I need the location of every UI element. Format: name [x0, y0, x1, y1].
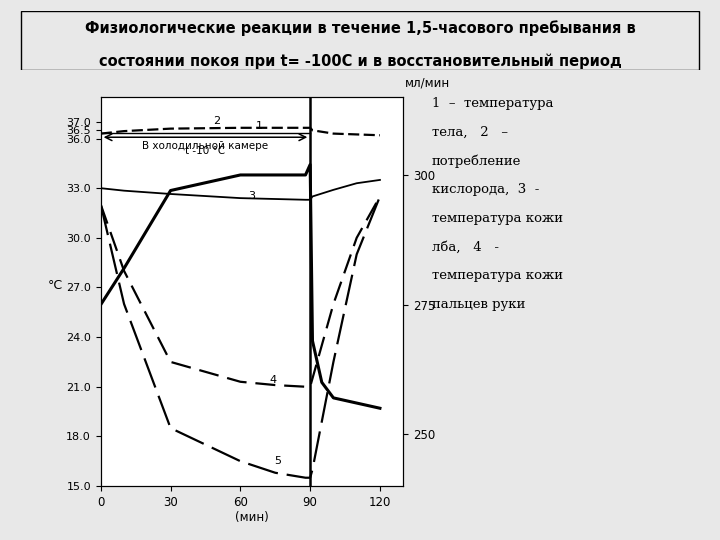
Text: 1  –  температура: 1 – температура [432, 97, 554, 110]
Text: лба,   4   -: лба, 4 - [432, 240, 499, 253]
Text: Физиологические реакции в течение 1,5-часового пребывания в: Физиологические реакции в течение 1,5-ча… [85, 21, 635, 37]
Text: 3: 3 [248, 191, 256, 201]
Text: температура кожи: температура кожи [432, 269, 563, 282]
Text: кислорода,  3  -: кислорода, 3 - [432, 183, 539, 196]
Text: В холодильной камере: В холодильной камере [143, 140, 269, 151]
Text: 4: 4 [269, 375, 276, 386]
Text: пальцев руки: пальцев руки [432, 298, 526, 310]
Text: t -10 °C: t -10 °C [186, 146, 225, 156]
Text: температура кожи: температура кожи [432, 212, 563, 225]
Text: 5: 5 [274, 456, 281, 467]
Text: 2: 2 [214, 116, 220, 126]
Y-axis label: °C: °C [48, 279, 63, 292]
Text: потребление: потребление [432, 154, 521, 168]
X-axis label: (мин): (мин) [235, 511, 269, 524]
Text: мл/мин: мл/мин [405, 77, 450, 90]
Text: тела,   2   –: тела, 2 – [432, 126, 508, 139]
Text: состоянии покоя при t= -100С и в восстановительный период: состоянии покоя при t= -100С и в восстан… [99, 53, 621, 69]
Text: 1: 1 [256, 122, 263, 131]
